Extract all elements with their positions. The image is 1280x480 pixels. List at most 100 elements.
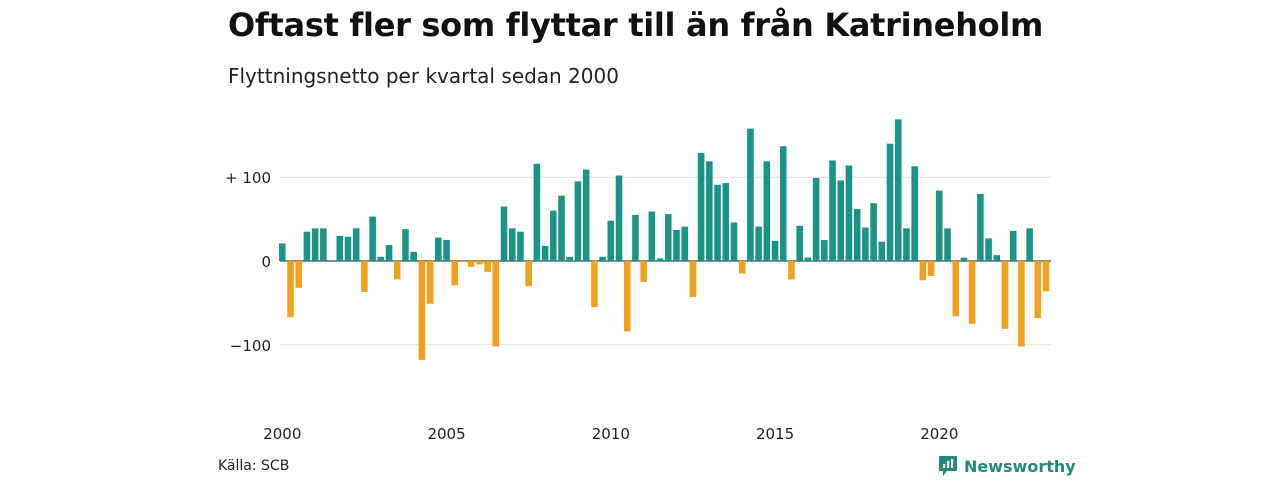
y-tick-label: −100 bbox=[230, 337, 271, 355]
bar bbox=[697, 152, 705, 261]
bar bbox=[878, 241, 886, 261]
bar bbox=[656, 258, 664, 261]
bar bbox=[763, 161, 771, 261]
bar bbox=[779, 146, 787, 261]
bar bbox=[541, 245, 549, 261]
newsworthy-logo: Newsworthy bbox=[938, 455, 1076, 477]
chart-title: Oftast fler som flyttar till än från Kat… bbox=[228, 6, 1044, 44]
bar bbox=[1001, 261, 1009, 329]
bar bbox=[944, 228, 951, 261]
bar bbox=[607, 220, 615, 261]
bar bbox=[615, 175, 623, 261]
bar bbox=[952, 261, 960, 317]
newsworthy-logo-text: Newsworthy bbox=[964, 456, 1076, 476]
bar bbox=[558, 195, 565, 261]
chart-subtitle: Flyttningsnetto per kvartal sedan 2000 bbox=[228, 64, 619, 88]
bar bbox=[853, 209, 861, 261]
bar bbox=[681, 226, 688, 261]
bar bbox=[829, 160, 836, 261]
bar bbox=[804, 257, 812, 261]
bar bbox=[467, 261, 475, 267]
bar bbox=[812, 178, 820, 261]
bar bbox=[402, 229, 409, 261]
bar bbox=[673, 229, 680, 261]
x-tick-label: 2015 bbox=[756, 425, 794, 443]
bar bbox=[295, 261, 302, 288]
bar bbox=[623, 261, 631, 332]
bar bbox=[911, 166, 918, 261]
bar bbox=[845, 165, 853, 261]
bar bbox=[1034, 261, 1042, 318]
bar bbox=[862, 227, 869, 261]
bar bbox=[525, 261, 532, 287]
bar bbox=[385, 245, 393, 261]
bar bbox=[484, 261, 491, 272]
x-tick-label: 2005 bbox=[427, 425, 465, 443]
source-note: Källa: SCB bbox=[218, 458, 290, 474]
bar bbox=[311, 228, 319, 261]
bar bbox=[517, 231, 524, 261]
bar bbox=[492, 261, 500, 347]
bar bbox=[476, 261, 483, 265]
bar bbox=[1018, 261, 1025, 347]
bar bbox=[303, 231, 311, 261]
bar bbox=[361, 261, 368, 293]
y-tick-label: 0 bbox=[261, 253, 271, 271]
bar bbox=[410, 251, 417, 261]
bar bbox=[886, 143, 894, 261]
bar bbox=[689, 261, 697, 298]
bar bbox=[796, 225, 803, 261]
bar bbox=[903, 228, 910, 261]
bar bbox=[993, 255, 1001, 261]
bar bbox=[706, 161, 713, 261]
x-tick-label: 2020 bbox=[920, 425, 958, 443]
bar bbox=[730, 222, 738, 261]
bar bbox=[574, 181, 582, 261]
bar bbox=[640, 261, 647, 282]
bar bbox=[985, 238, 992, 261]
bar bbox=[714, 184, 721, 261]
x-tick-label: 2000 bbox=[263, 425, 301, 443]
bar bbox=[927, 261, 935, 277]
bar bbox=[451, 261, 459, 286]
bar bbox=[344, 236, 352, 261]
bar bbox=[1009, 230, 1017, 261]
bar bbox=[870, 203, 877, 261]
bar bbox=[1042, 261, 1050, 292]
bar bbox=[393, 261, 401, 280]
bar bbox=[508, 228, 516, 261]
bar bbox=[287, 261, 294, 318]
bar bbox=[443, 240, 450, 261]
bar bbox=[648, 211, 656, 261]
bar bbox=[566, 256, 574, 261]
bar bbox=[459, 261, 467, 262]
x-tick-label: 2010 bbox=[592, 425, 630, 443]
bar bbox=[582, 169, 590, 261]
bar bbox=[369, 216, 376, 261]
bar bbox=[426, 261, 434, 304]
bar bbox=[435, 237, 442, 261]
bar bbox=[821, 240, 828, 261]
bar bbox=[837, 180, 845, 261]
bar bbox=[738, 261, 746, 274]
bar bbox=[755, 226, 762, 261]
bar bbox=[533, 163, 541, 261]
bar bbox=[500, 206, 508, 261]
bar bbox=[722, 183, 730, 261]
bar bbox=[550, 210, 557, 261]
bar bbox=[336, 235, 344, 261]
bar bbox=[352, 228, 360, 261]
bar bbox=[377, 256, 385, 261]
bar bbox=[936, 190, 943, 261]
bar bbox=[599, 256, 606, 261]
y-tick-label: + 100 bbox=[225, 169, 271, 187]
bar bbox=[894, 119, 902, 261]
bar bbox=[418, 261, 426, 360]
bar bbox=[632, 214, 639, 261]
bar bbox=[591, 261, 598, 308]
bar bbox=[1026, 228, 1033, 261]
bar bbox=[279, 243, 286, 261]
bar bbox=[977, 193, 984, 261]
newsworthy-logo-icon bbox=[939, 456, 957, 476]
